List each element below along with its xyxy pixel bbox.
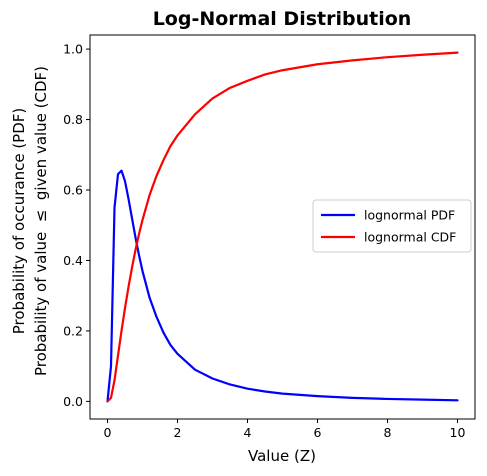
y-tick-label: 0.8 [63,112,83,127]
y-tick-label: 0.2 [63,323,83,338]
x-tick-label: 8 [384,425,392,440]
x-tick-label: 0 [104,425,112,440]
y-axis-label-cdf: Probability of value ≤ given value (CDF) [32,66,50,376]
legend: lognormal PDF lognormal CDF [312,199,472,253]
x-tick-label: 2 [174,425,182,440]
series-line-cdf [106,51,459,403]
y-tick-label: 1.0 [63,42,83,57]
y-tick-label: 0.0 [63,394,83,409]
chart-title: Log-Normal Distribution [153,8,412,30]
legend-box [312,199,472,253]
y-tick-label: 0.4 [63,253,83,268]
legend-label-pdf: lognormal PDF [364,208,455,223]
y-axis-label-pdf: Probability of occurance (PDF) [10,108,28,335]
series-line-pdf [106,169,459,403]
y-tick-label: 0.6 [63,183,83,198]
legend-label-cdf: lognormal CDF [364,230,456,245]
x-axis-label: Value (Z) [248,447,316,465]
x-tick-label: 4 [244,425,252,440]
x-tick-label: 10 [450,425,466,440]
plot-frame [89,34,476,420]
x-tick-label: 6 [314,425,322,440]
